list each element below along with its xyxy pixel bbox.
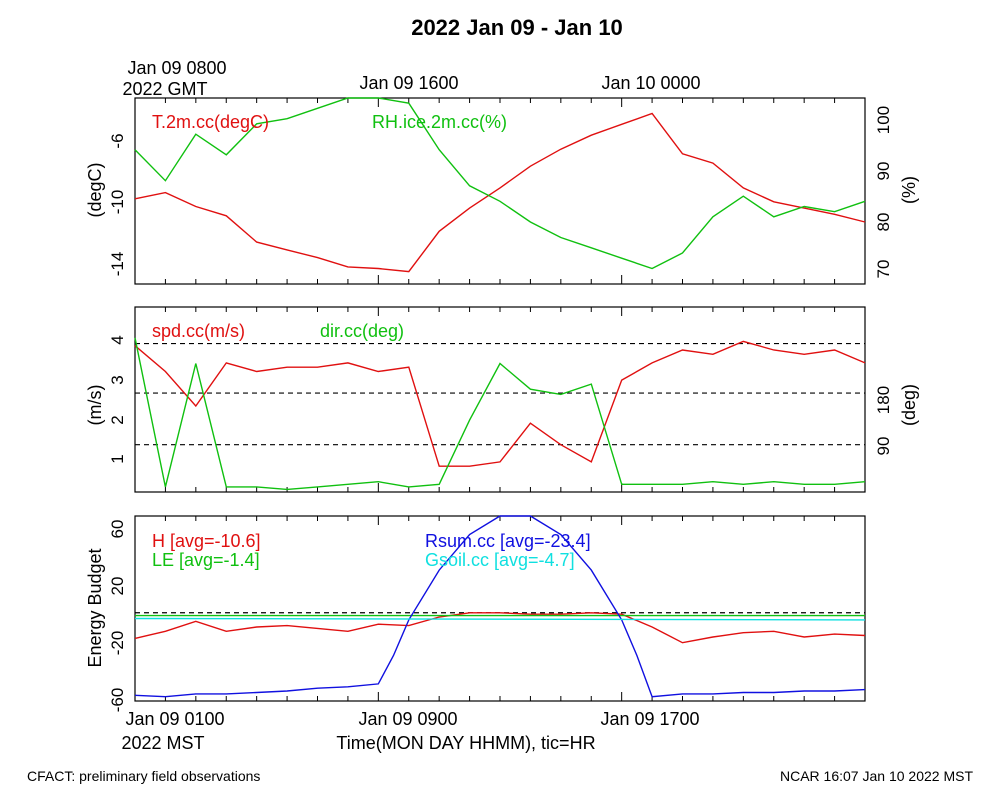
- series-line-0-1: [134, 97, 866, 270]
- panel-wind-ylabel: (m/s): [85, 385, 105, 426]
- series-line-2-2: [134, 515, 866, 698]
- panel-temperature-series-1-label: T.2m.cc(degC): [152, 112, 269, 132]
- bottom-axis-sublabel: 2022 MST: [121, 733, 204, 753]
- panel-wind-series-2-label: dir.cc(deg): [320, 321, 404, 341]
- panel-energy-series-h-label: H [avg=-10.6]: [152, 531, 261, 551]
- panel-energy-series-gsoil-label: Gsoil.cc [avg=-4.7]: [425, 550, 575, 570]
- series-line-1-1: [134, 337, 866, 491]
- footer-left: CFACT: preliminary field observations: [27, 768, 260, 784]
- top-axis-sublabel: 2022 GMT: [122, 79, 207, 99]
- chart-title: 2022 Jan 09 - Jan 10: [411, 15, 623, 40]
- panel-temperature-ytick-1: -6: [108, 133, 127, 148]
- panel-energy-ytick-1: 60: [108, 520, 127, 539]
- panel-temperature-ytick-2: -10: [108, 190, 127, 215]
- bottom-axis-label-1: Jan 09 0100: [125, 709, 224, 729]
- panel-temperature-y2tick-2: 90: [874, 162, 893, 181]
- panel-wind-y2tick-1: 180: [874, 386, 893, 414]
- panel-energy-series-rsum-label: Rsum.cc [avg=-23.4]: [425, 531, 591, 551]
- panel-temperature-lines: [134, 97, 866, 284]
- panel-temperature-y2label: (%): [899, 176, 919, 204]
- bottom-axis-label-2: Jan 09 0900: [358, 709, 457, 729]
- top-axis-label-1: Jan 09 0800: [127, 58, 226, 78]
- panel-wind-y2label: (deg): [899, 384, 919, 426]
- series-line-1-0: [134, 340, 866, 467]
- panel-energy-ylabel: Energy Budget: [85, 548, 105, 667]
- panel-wind-series-1-label: spd.cc(m/s): [152, 321, 245, 341]
- panel-temperature-ylabel: (degC): [85, 162, 105, 217]
- panel-wind-y2tick-2: 90: [874, 437, 893, 456]
- series-line-0-0: [134, 112, 866, 273]
- panel-energy-ytick-2: 20: [108, 577, 127, 596]
- panel-wind-lines: [134, 307, 866, 492]
- panel-temperature-ytick-3: -14: [108, 252, 127, 277]
- panel-energy-series-le-label: LE [avg=-1.4]: [152, 550, 260, 570]
- footer-right: NCAR 16:07 Jan 10 2022 MST: [780, 768, 973, 784]
- panel-energy-ytick-4: -60: [108, 688, 127, 713]
- panel-temperature-y2tick-4: 70: [874, 260, 893, 279]
- panel-temperature-series-2-label: RH.ice.2m.cc(%): [372, 112, 507, 132]
- panel-wind-ytick-1: 4: [108, 335, 127, 344]
- bottom-axis-label-3: Jan 09 1700: [600, 709, 699, 729]
- top-axis-label-3: Jan 10 0000: [601, 73, 700, 93]
- panel-energy-ytick-3: -20: [108, 631, 127, 656]
- bottom-axis-title: Time(MON DAY HHMM), tic=HR: [336, 733, 595, 753]
- panel-temperature-y2tick-1: 100: [874, 106, 893, 134]
- panel-wind-ytick-3: 2: [108, 415, 127, 424]
- panel-wind-ytick-2: 3: [108, 375, 127, 384]
- series-line-2-0: [134, 612, 866, 644]
- panel-wind-ytick-4: 1: [108, 454, 127, 463]
- top-axis-label-2: Jan 09 1600: [359, 73, 458, 93]
- panel-temperature-y2tick-3: 80: [874, 213, 893, 232]
- series-line-2-3: [134, 617, 866, 621]
- panel-energy-lines: [134, 515, 866, 701]
